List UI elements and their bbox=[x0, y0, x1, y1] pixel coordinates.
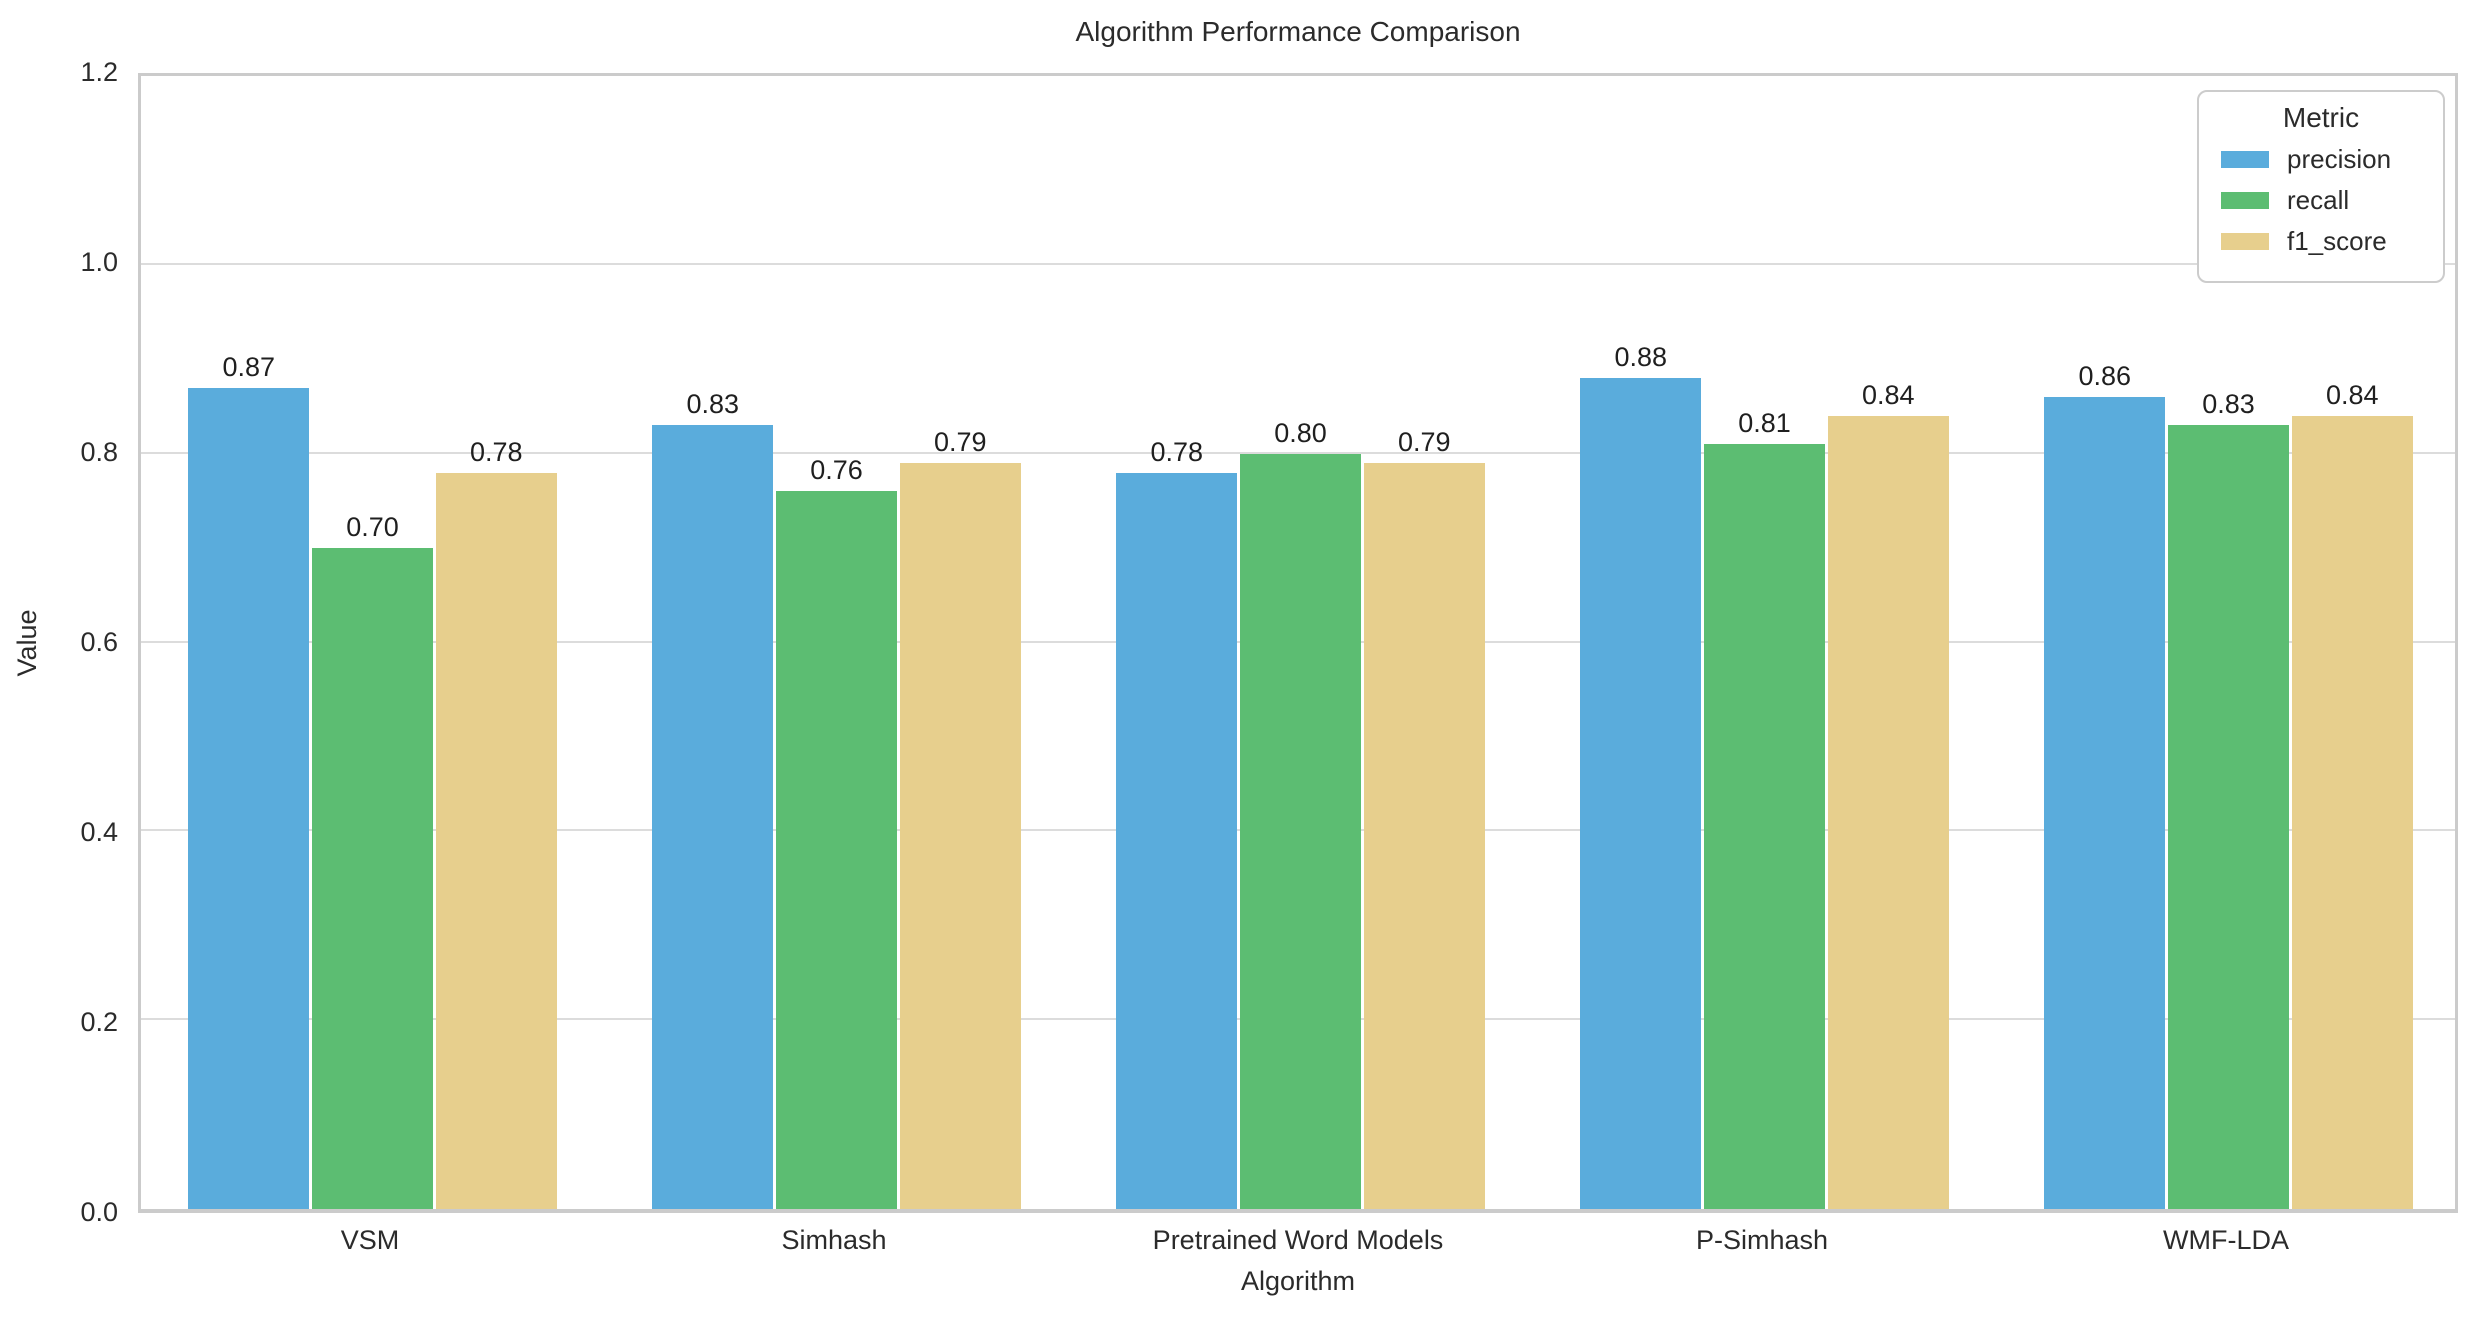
bar-value-label: 0.78 bbox=[469, 436, 523, 467]
bar-precision-pretrained-word-models: 0.78 bbox=[1116, 437, 1238, 1209]
y-tick-label-0.6: 0.6 bbox=[80, 627, 118, 657]
bar-f1_score-p-simhash: 0.84 bbox=[1827, 380, 1949, 1209]
y-tick-label-1.2: 1.2 bbox=[80, 57, 118, 87]
bar-recall-vsm: 0.70 bbox=[312, 512, 433, 1209]
legend: Metric precision recall f1_score bbox=[2197, 90, 2445, 283]
bar-value-label: 0.78 bbox=[1150, 436, 1204, 467]
chart-title: Algorithm Performance Comparison bbox=[1075, 16, 1521, 47]
legend-swatch-recall bbox=[2221, 192, 2269, 209]
legend-swatch-f1_score bbox=[2221, 233, 2269, 250]
bar-f1_score-wmf-lda: 0.84 bbox=[2291, 380, 2413, 1209]
bar-precision-p-simhash: 0.88 bbox=[1580, 342, 1702, 1209]
bar-precision-simhash: 0.83 bbox=[652, 389, 774, 1209]
gridline-1.0 bbox=[141, 262, 2455, 265]
bar-recall-wmf-lda: 0.83 bbox=[2168, 389, 2289, 1209]
bar-value-label: 0.86 bbox=[2078, 361, 2132, 392]
x-tick-label-wmf-lda: WMF-LDA bbox=[2163, 1225, 2289, 1255]
y-tick-label-0.0: 0.0 bbox=[80, 1197, 118, 1227]
bar-value-label: 0.83 bbox=[686, 389, 740, 420]
bar-precision-vsm: 0.87 bbox=[188, 352, 310, 1209]
legend-title: Metric bbox=[2282, 102, 2360, 133]
bar-value-label: 0.80 bbox=[1274, 417, 1327, 448]
x-tick-label-vsm: VSM bbox=[340, 1225, 400, 1255]
legend-item-recall: recall bbox=[2221, 185, 2429, 216]
y-tick-label-0.4: 0.4 bbox=[80, 817, 118, 847]
x-tick-label-simhash: Simhash bbox=[781, 1225, 887, 1255]
bar-value-label: 0.83 bbox=[2202, 389, 2255, 420]
bar-precision-wmf-lda: 0.86 bbox=[2044, 361, 2166, 1209]
bar-recall-simhash: 0.76 bbox=[776, 455, 897, 1209]
legend-label-precision: precision bbox=[2287, 144, 2392, 174]
plot-area: Metric precision recall f1_score 0.87 0.83 0… bbox=[138, 73, 2458, 1213]
bar-recall-pretrained-word-models: 0.80 bbox=[1240, 418, 1361, 1209]
bar-value-label: 0.88 bbox=[1614, 342, 1668, 373]
bar-value-label: 0.79 bbox=[1397, 427, 1451, 458]
legend-label-recall: recall bbox=[2287, 185, 2350, 215]
legend-item-f1_score: f1_score bbox=[2221, 226, 2429, 257]
bar-value-label: 0.81 bbox=[1738, 408, 1791, 439]
x-tick-label-p-simhash: P-Simhash bbox=[1695, 1225, 1829, 1255]
y-tick-label-1.0: 1.0 bbox=[80, 247, 118, 277]
bar-value-label: 0.76 bbox=[810, 455, 863, 486]
gridline-0.8 bbox=[141, 451, 2455, 454]
bar-value-label: 0.84 bbox=[1861, 379, 1915, 410]
bar-f1_score-pretrained-word-models: 0.79 bbox=[1363, 427, 1485, 1209]
bar-value-label: 0.79 bbox=[933, 427, 987, 458]
bar-value-label: 0.84 bbox=[2325, 379, 2379, 410]
bar-f1_score-vsm: 0.78 bbox=[435, 437, 557, 1209]
x-tick-label-pretrained-word-models: Pretrained Word Models bbox=[1152, 1225, 1444, 1255]
bar-value-label: 0.87 bbox=[222, 351, 276, 382]
x-axis-label: Algorithm bbox=[1240, 1266, 1356, 1296]
legend-swatch-precision bbox=[2221, 151, 2269, 168]
legend-items: precision recall f1_score bbox=[2213, 144, 2429, 257]
y-tick-label-0.2: 0.2 bbox=[80, 1007, 118, 1037]
bar-recall-p-simhash: 0.81 bbox=[1704, 408, 1825, 1209]
bar-f1_score-simhash: 0.79 bbox=[899, 427, 1021, 1209]
legend-item-precision: precision bbox=[2221, 144, 2429, 175]
y-tick-label-0.8: 0.8 bbox=[80, 437, 118, 467]
legend-label-f1_score: f1_score bbox=[2287, 226, 2387, 256]
bar-value-label: 0.70 bbox=[346, 512, 399, 543]
